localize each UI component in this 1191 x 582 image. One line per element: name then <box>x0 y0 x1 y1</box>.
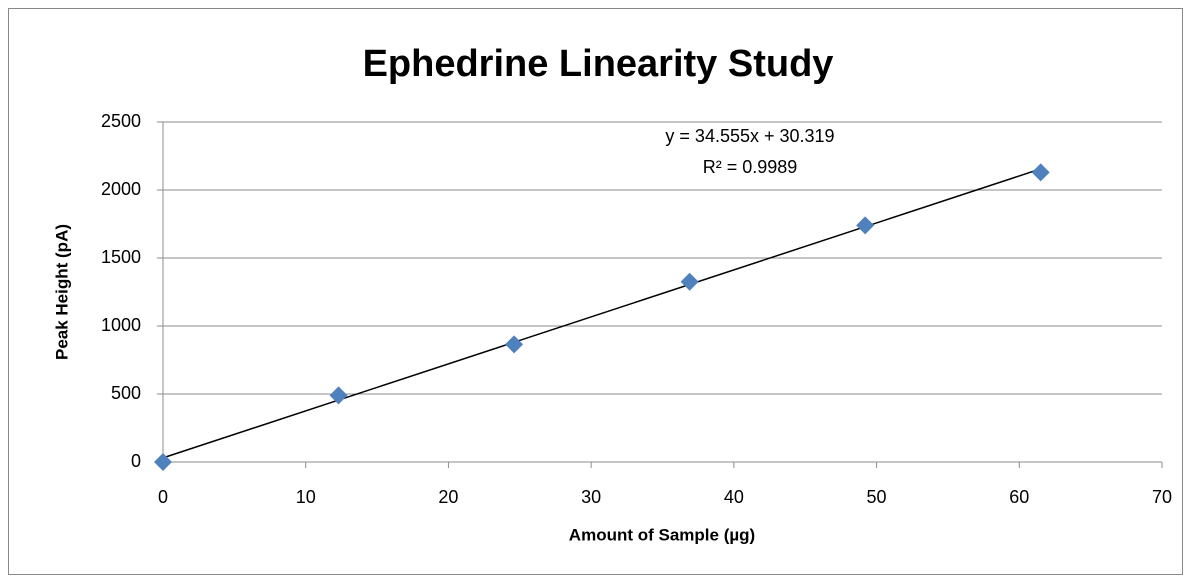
chart-title: Ephedrine Linearity Study <box>363 43 834 85</box>
x-tick-label: 40 <box>724 487 744 507</box>
data-point <box>1031 163 1050 182</box>
chart-border <box>8 8 1183 575</box>
x-tick-label: 70 <box>1152 487 1172 507</box>
x-tick-label: 50 <box>867 487 887 507</box>
data-point <box>680 272 699 291</box>
data-point <box>856 216 875 235</box>
x-tick-label: 60 <box>1009 487 1029 507</box>
y-axis-title: Peak Height (pA) <box>52 224 71 360</box>
y-tick-label: 500 <box>111 383 141 403</box>
data-point <box>154 453 172 471</box>
trendline-equation: y = 34.555x + 30.319 <box>665 126 834 146</box>
x-tick-label: 0 <box>158 487 168 507</box>
x-tick-label: 10 <box>296 487 316 507</box>
x-tick-label: 20 <box>438 487 458 507</box>
y-tick-label: 1000 <box>101 315 141 335</box>
trendline <box>162 168 1041 459</box>
x-axis-title: Amount of Sample (µg) <box>569 525 755 544</box>
y-tick-label: 2000 <box>101 179 141 199</box>
y-tick-label: 0 <box>131 451 141 471</box>
x-tick-label: 30 <box>581 487 601 507</box>
y-tick-label: 2500 <box>101 111 141 131</box>
data-point <box>329 386 348 405</box>
data-point <box>505 335 524 354</box>
y-tick-label: 1500 <box>101 247 141 267</box>
r-squared: R² = 0.9989 <box>703 157 798 177</box>
